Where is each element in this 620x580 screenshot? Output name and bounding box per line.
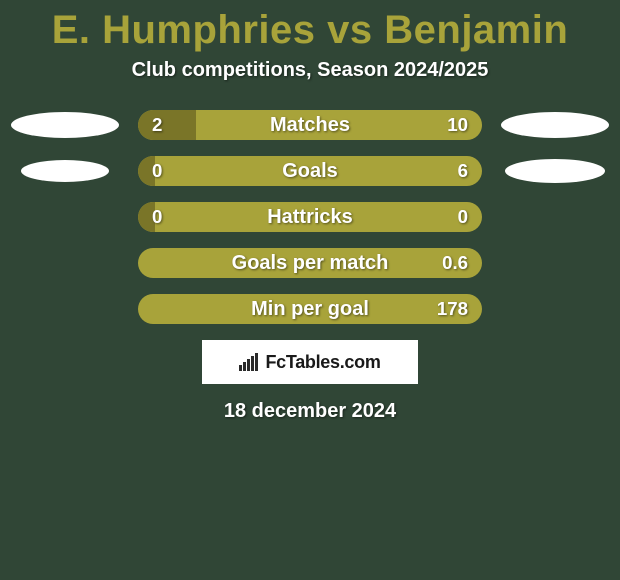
stat-right-value: 6	[458, 160, 468, 182]
left-badge-slot	[10, 160, 120, 182]
stat-label: Min per goal	[251, 298, 369, 321]
stat-bar: Min per goal 178	[138, 294, 482, 324]
barchart-icon	[239, 353, 261, 371]
stat-row: Goals per match 0.6	[0, 248, 620, 278]
fctables-logo: FcTables.com	[202, 340, 418, 384]
stat-bar: Goals per match 0.6	[138, 248, 482, 278]
stat-label: Goals per match	[232, 252, 389, 275]
stat-right-value: 0.6	[442, 252, 468, 274]
stat-row: Min per goal 178	[0, 294, 620, 324]
player-badge-placeholder	[21, 160, 109, 182]
stat-row: 2 Matches 10	[0, 110, 620, 140]
stat-bar: 0 Goals 6	[138, 156, 482, 186]
comparison-subtitle: Club competitions, Season 2024/2025	[0, 59, 620, 82]
stat-label: Hattricks	[267, 206, 353, 229]
stat-left-value: 2	[152, 114, 162, 136]
player-badge-placeholder	[11, 112, 119, 138]
stat-right-value: 10	[447, 114, 468, 136]
stat-right-value: 178	[437, 298, 468, 320]
stat-label: Matches	[270, 114, 350, 137]
stat-row: 0 Hattricks 0	[0, 202, 620, 232]
stat-row: 0 Goals 6	[0, 156, 620, 186]
stat-left-value: 0	[152, 160, 162, 182]
left-badge-slot	[10, 112, 120, 138]
stat-bar: 2 Matches 10	[138, 110, 482, 140]
logo-text: FcTables.com	[265, 352, 380, 373]
player-badge-placeholder	[501, 112, 609, 138]
stat-right-value: 0	[458, 206, 468, 228]
stat-label: Goals	[282, 160, 338, 183]
right-badge-slot	[500, 159, 610, 183]
player-badge-placeholder	[505, 159, 605, 183]
right-badge-slot	[500, 112, 610, 138]
comparison-title: E. Humphries vs Benjamin	[0, 0, 620, 53]
stat-rows: 2 Matches 10 0 Goals 6 0 Hattricks 0 Goals per ma…	[0, 110, 620, 324]
snapshot-date: 18 december 2024	[0, 400, 620, 423]
stat-bar-left-fill	[138, 110, 196, 140]
stat-left-value: 0	[152, 206, 162, 228]
stat-bar: 0 Hattricks 0	[138, 202, 482, 232]
